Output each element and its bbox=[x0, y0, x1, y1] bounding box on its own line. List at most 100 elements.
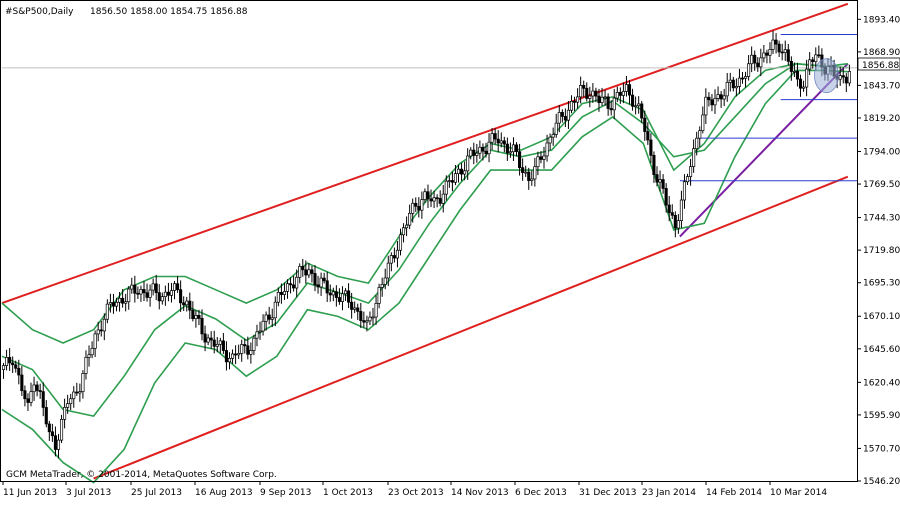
candle-body bbox=[127, 288, 131, 303]
candle-body bbox=[722, 95, 726, 100]
candle-body bbox=[682, 181, 687, 201]
candle-body bbox=[719, 94, 723, 100]
candle-body bbox=[728, 79, 732, 83]
candle-body bbox=[811, 59, 815, 62]
candle-body bbox=[676, 220, 680, 229]
selection-ellipse bbox=[814, 58, 839, 94]
copyright-text: GCM MetaTrader, © 2001-2014, MetaQuotes … bbox=[6, 470, 277, 480]
candle-body bbox=[533, 166, 537, 180]
x-tick-label: 23 Oct 2013 bbox=[388, 488, 444, 498]
candle-body bbox=[460, 168, 464, 175]
candle-body bbox=[261, 320, 265, 332]
y-axis: 1546.20 1570.70 1595.90 1620.40 1645.60 1670.… bbox=[857, 15, 900, 487]
candle-body bbox=[566, 109, 570, 121]
candle-body bbox=[224, 350, 228, 363]
candle-body bbox=[377, 287, 381, 304]
candle-body bbox=[121, 297, 125, 304]
candle-body bbox=[359, 311, 363, 321]
candle-body bbox=[536, 156, 540, 168]
candle-body bbox=[588, 95, 592, 99]
candle-body bbox=[258, 330, 262, 333]
candle-body bbox=[551, 134, 555, 138]
candle-body bbox=[664, 188, 668, 206]
candle-body bbox=[618, 92, 622, 96]
candle-body bbox=[59, 418, 64, 441]
candle-body bbox=[487, 141, 491, 155]
candle-body bbox=[496, 138, 500, 144]
candle-body bbox=[560, 112, 564, 117]
candle-body bbox=[212, 339, 216, 347]
y-tick-label: 1893.40 bbox=[863, 15, 900, 25]
candle-body bbox=[313, 273, 317, 286]
candle-body bbox=[298, 266, 302, 278]
candle-body bbox=[23, 390, 27, 400]
candle-body bbox=[783, 49, 787, 53]
candle-body bbox=[716, 94, 720, 99]
candle-body bbox=[707, 96, 711, 101]
candle-body bbox=[808, 59, 812, 70]
candle-body bbox=[44, 407, 48, 425]
candle-body bbox=[166, 291, 170, 296]
candle-body bbox=[90, 348, 94, 356]
candle-body bbox=[200, 318, 204, 335]
candle-body bbox=[273, 301, 277, 319]
candle-body bbox=[322, 277, 326, 282]
x-tick-label: 14 Nov 2013 bbox=[451, 488, 509, 498]
candle-body bbox=[609, 108, 613, 111]
candle-body bbox=[157, 292, 161, 302]
candle-body bbox=[667, 204, 671, 213]
y-tick-label: 1744.30 bbox=[863, 214, 900, 224]
candle-body bbox=[637, 103, 641, 107]
candle-body bbox=[481, 146, 485, 152]
candle-body bbox=[267, 314, 271, 320]
candle-body bbox=[172, 283, 177, 291]
candle-body bbox=[328, 292, 332, 296]
candle-body bbox=[456, 168, 461, 174]
candle-body bbox=[334, 291, 338, 298]
candle-body bbox=[136, 292, 140, 295]
candle-body bbox=[600, 96, 604, 103]
candle-body bbox=[237, 353, 241, 356]
candle-body bbox=[698, 130, 702, 139]
candle-body bbox=[227, 357, 232, 363]
candle-body bbox=[765, 52, 769, 56]
ohlc-readout: 1856.50 1858.00 1854.75 1856.88 bbox=[90, 7, 248, 17]
candle-body bbox=[289, 283, 293, 286]
candle-body bbox=[130, 284, 134, 290]
candle-body bbox=[203, 333, 207, 343]
candle-body bbox=[490, 133, 494, 143]
candle-body bbox=[844, 76, 848, 84]
candle-body bbox=[72, 391, 76, 400]
candle-body bbox=[408, 212, 412, 226]
candle-body bbox=[493, 133, 497, 140]
candle-body bbox=[576, 96, 580, 103]
y-tick-label: 1595.90 bbox=[863, 411, 900, 421]
candle-body bbox=[582, 85, 586, 89]
x-axis: 11 Jun 2013 3 Jul 2013 25 Jul 2013 16 Aug 2… bbox=[2, 481, 827, 498]
candle-body bbox=[316, 284, 320, 288]
candle-body bbox=[624, 84, 629, 92]
candle-body bbox=[405, 224, 409, 229]
candle-body bbox=[652, 155, 656, 175]
candle-body bbox=[185, 300, 189, 306]
candle-body bbox=[197, 315, 201, 319]
candle-body bbox=[401, 227, 406, 236]
candle-body bbox=[365, 320, 369, 323]
candle-body bbox=[279, 292, 283, 295]
candle-body bbox=[426, 191, 430, 200]
candle-body bbox=[145, 292, 149, 298]
candle-body bbox=[740, 77, 745, 80]
candle-body bbox=[658, 179, 662, 183]
candle-body bbox=[179, 289, 183, 304]
trend-line-1 bbox=[1, 2, 849, 305]
candle-body bbox=[319, 277, 323, 288]
candle-body bbox=[762, 52, 766, 59]
candle-body bbox=[218, 340, 222, 345]
candle-body bbox=[499, 140, 503, 144]
candle-body bbox=[514, 144, 519, 152]
candle-body bbox=[469, 149, 473, 157]
candle-body bbox=[792, 70, 796, 73]
candle-body bbox=[774, 39, 778, 45]
candle-body bbox=[789, 60, 793, 72]
